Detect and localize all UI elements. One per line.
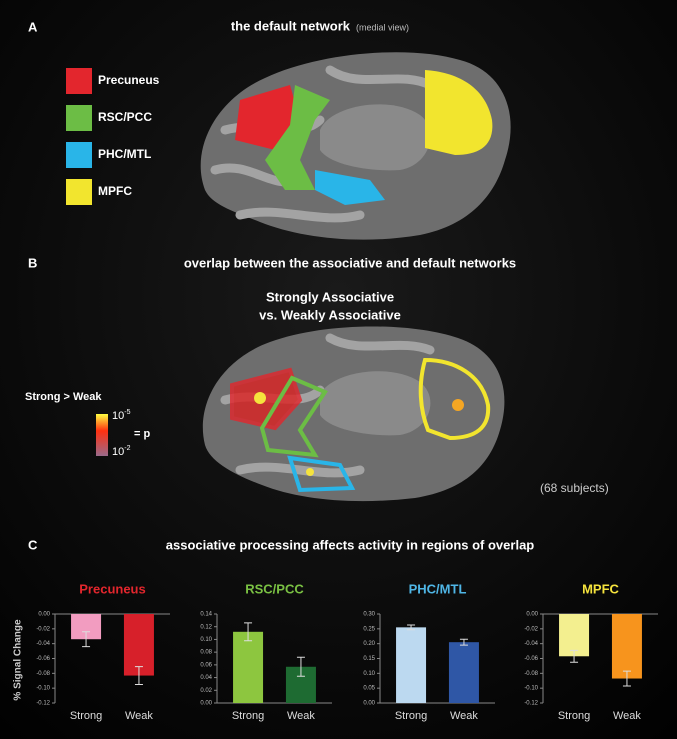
y-tick-label: 0.00 — [363, 701, 375, 707]
y-tick-label: 0.00 — [200, 701, 212, 707]
subtitle-line: Strongly Associative — [266, 289, 394, 304]
chart-title: Precuneus — [79, 581, 145, 596]
x-tick-label: Weak — [613, 710, 641, 722]
exponent: -5 — [124, 409, 130, 416]
y-tick-label: 0.08 — [200, 650, 212, 656]
y-tick-label: 0.05 — [363, 686, 375, 692]
panel-title: associative processing affects activity … — [166, 537, 535, 552]
bar — [396, 627, 427, 703]
scale-label: = p — [134, 428, 150, 440]
error-bar — [459, 638, 468, 646]
x-tick-label: Strong — [558, 710, 590, 722]
panel-title: overlap between the associative and defa… — [184, 255, 516, 270]
note: (68 subjects) — [540, 481, 609, 495]
bar — [611, 614, 642, 679]
legend-swatch — [66, 105, 92, 131]
y-tick-label: -0.08 — [36, 671, 50, 677]
x-tick-label: Weak — [287, 710, 315, 722]
y-tick-label: -0.06 — [36, 656, 50, 662]
y-tick-label: 0.14 — [200, 612, 212, 618]
y-tick-label: 0.00 — [38, 612, 50, 618]
panel-label: B — [28, 255, 37, 270]
y-tick-label: 0.10 — [363, 671, 375, 677]
base: 10 — [112, 446, 124, 458]
bar — [448, 642, 479, 703]
panel-label: C — [28, 537, 38, 552]
error-bar — [570, 649, 579, 663]
x-tick-label: Strong — [395, 710, 427, 722]
legend: Precuneus RSC/PCC PHC/MTL MPFC — [66, 68, 160, 205]
y-tick-label: -0.12 — [36, 701, 50, 707]
chart-title: RSC/PCC — [245, 581, 304, 596]
chart-title: PHC/MTL — [409, 581, 467, 596]
y-tick-label: -0.10 — [36, 686, 50, 692]
p-colorbar — [96, 414, 108, 456]
exponent: -2 — [124, 445, 130, 452]
legend-swatch — [66, 68, 92, 94]
subtitle-line: vs. Weakly Associative — [259, 307, 401, 322]
y-tick-label: 0.10 — [200, 637, 212, 643]
error-bar — [296, 656, 305, 677]
legend-label: PHC/MTL — [98, 147, 151, 161]
legend-label: RSC/PCC — [98, 110, 152, 124]
y-tick-label: 0.06 — [200, 662, 212, 668]
y-tick-label: -0.04 — [524, 641, 538, 647]
panel-title: the default network — [231, 18, 351, 33]
legend-swatch — [66, 179, 92, 205]
y-tick-label: -0.02 — [36, 626, 50, 632]
y-tick-label: 0.15 — [363, 656, 375, 662]
x-tick-label: Strong — [232, 710, 264, 722]
legend-swatch — [66, 142, 92, 168]
y-tick-label: 0.00 — [526, 612, 538, 618]
y-tick-label: 0.20 — [363, 641, 375, 647]
x-tick-label: Weak — [450, 710, 478, 722]
y-tick-label: 0.02 — [200, 688, 212, 694]
panel-label: A — [28, 19, 38, 34]
bar — [559, 614, 590, 657]
error-bar — [134, 666, 143, 685]
error-bar — [407, 624, 416, 631]
y-tick-label: 0.04 — [200, 675, 212, 681]
y-tick-label: -0.02 — [524, 626, 538, 632]
scale-bottom: 10-2 — [112, 445, 131, 458]
error-bar — [622, 670, 631, 687]
y-tick-label: -0.08 — [524, 671, 538, 677]
brain-image — [200, 52, 511, 240]
error-bar — [244, 622, 253, 642]
scale-top: 10-5 — [112, 409, 131, 422]
base: 10 — [112, 410, 124, 422]
y-tick-label: -0.06 — [524, 656, 538, 662]
legend-label: Precuneus — [98, 73, 160, 87]
chart-title: MPFC — [582, 581, 619, 596]
contrast-label: Strong > Weak — [25, 391, 102, 403]
y-tick-label: 0.12 — [200, 624, 212, 630]
y-tick-label: -0.10 — [524, 686, 538, 692]
y-tick-label: 0.30 — [363, 612, 375, 618]
bar — [233, 631, 264, 703]
y-tick-label: 0.25 — [363, 626, 375, 632]
error-bar — [82, 631, 91, 648]
x-tick-label: Strong — [70, 710, 102, 722]
x-tick-label: Weak — [125, 710, 153, 722]
bar — [123, 614, 154, 676]
y-tick-label: -0.04 — [36, 641, 50, 647]
panel-subtitle: (medial view) — [356, 22, 409, 32]
brain-image — [202, 326, 505, 502]
y-tick-label: -0.12 — [524, 701, 538, 707]
legend-label: MPFC — [98, 184, 132, 198]
y-axis-label: % Signal Change — [13, 619, 24, 701]
